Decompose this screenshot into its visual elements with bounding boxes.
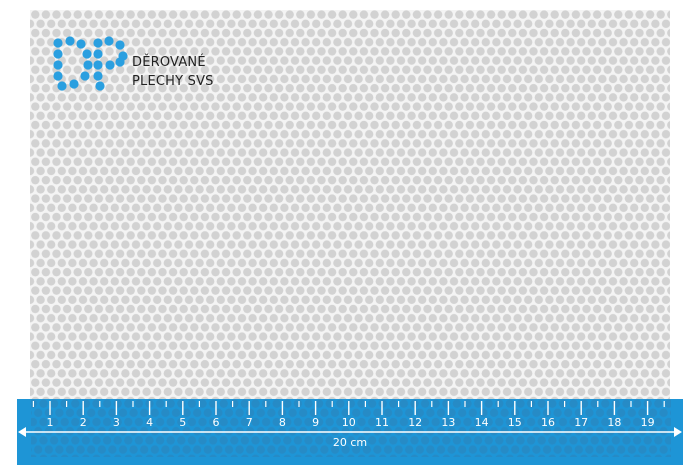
logo-dot bbox=[82, 49, 92, 59]
ruler-label: 1 bbox=[47, 416, 54, 429]
logo-dot bbox=[83, 60, 93, 70]
ruler-label: 14 bbox=[475, 416, 489, 429]
logo-dot bbox=[93, 71, 103, 81]
logo-dot bbox=[93, 38, 103, 48]
ruler-label: 19 bbox=[641, 416, 655, 429]
ruler-label: 4 bbox=[146, 416, 153, 429]
logo-dot bbox=[69, 79, 79, 89]
ruler-holes bbox=[31, 399, 671, 457]
logo-dot bbox=[53, 49, 63, 59]
logo-dot bbox=[53, 71, 63, 81]
logo-dot bbox=[80, 71, 90, 81]
ruler-label: 9 bbox=[312, 416, 319, 429]
ruler-label: 16 bbox=[541, 416, 555, 429]
logo-dot bbox=[65, 36, 75, 46]
ruler-label: 10 bbox=[342, 416, 356, 429]
ruler-label: 5 bbox=[179, 416, 186, 429]
brand-line-1: DĚROVANÉ bbox=[132, 55, 206, 70]
logo-dot bbox=[115, 40, 125, 50]
ruler-label: 12 bbox=[408, 416, 422, 429]
logo-dot bbox=[104, 36, 114, 46]
ruler-label: 3 bbox=[113, 416, 120, 429]
ruler-label: 18 bbox=[607, 416, 621, 429]
arrow-left-icon bbox=[18, 427, 26, 437]
ruler-label: 13 bbox=[441, 416, 455, 429]
ruler-label: 7 bbox=[246, 416, 253, 429]
ruler-label: 2 bbox=[80, 416, 87, 429]
logo-dot bbox=[53, 60, 63, 70]
logo-dot bbox=[93, 60, 103, 70]
arrow-right-icon bbox=[674, 427, 682, 437]
ruler-label: 15 bbox=[508, 416, 522, 429]
brand-line-2: PLECHY SVS bbox=[132, 74, 214, 89]
ruler-label: 6 bbox=[213, 416, 220, 429]
logo-dot bbox=[93, 49, 103, 59]
ruler-label: 11 bbox=[375, 416, 389, 429]
logo-dot bbox=[115, 57, 125, 67]
logo-dot bbox=[53, 38, 63, 48]
ruler-label: 8 bbox=[279, 416, 286, 429]
dp-logo-icon bbox=[53, 36, 128, 91]
logo-dot bbox=[76, 39, 86, 49]
length-label: 20 cm bbox=[333, 436, 367, 449]
logo-dot bbox=[57, 81, 67, 91]
ruler-label: 17 bbox=[574, 416, 588, 429]
perforated-sheet bbox=[30, 10, 670, 402]
logo-dot bbox=[95, 81, 105, 91]
logo-dot bbox=[105, 60, 115, 70]
